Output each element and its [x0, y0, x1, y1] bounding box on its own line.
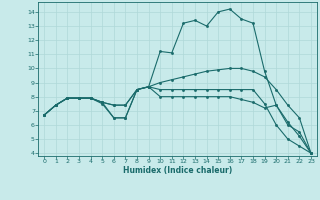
X-axis label: Humidex (Indice chaleur): Humidex (Indice chaleur): [123, 166, 232, 175]
